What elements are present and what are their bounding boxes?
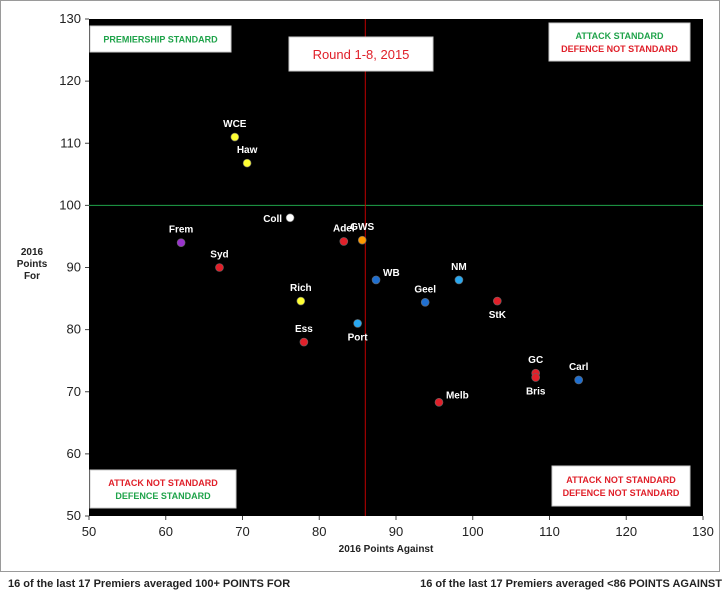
x-tick-label: 80 bbox=[312, 524, 326, 539]
data-point-ess bbox=[299, 337, 309, 347]
data-label-rich: Rich bbox=[290, 283, 312, 294]
y-axis-title-line3: For bbox=[24, 271, 40, 282]
data-label-stk: StK bbox=[489, 310, 507, 321]
y-axis-title-line1: 2016 bbox=[21, 247, 44, 258]
chart-frame: 50 60 70 80 90 100 110 120 130 50 60 70 80 90 100 110 12… bbox=[0, 0, 720, 572]
annotation-top-right bbox=[548, 22, 691, 62]
x-tick-label: 110 bbox=[539, 524, 560, 539]
data-point-syd bbox=[215, 263, 224, 272]
x-tick-label: 90 bbox=[389, 524, 403, 539]
data-label-bris: Bris bbox=[526, 386, 546, 397]
data-label-frem: Frem bbox=[169, 225, 194, 236]
data-label-syd: Syd bbox=[210, 250, 228, 261]
data-label-coll: Coll bbox=[263, 214, 282, 225]
x-axis-title: 2016 Points Against bbox=[339, 544, 434, 555]
data-label-gws: GWS bbox=[350, 222, 374, 233]
annotation-top-right-text: ATTACK STANDARD bbox=[576, 31, 664, 41]
y-tick-label: 120 bbox=[59, 73, 81, 88]
data-label-geel: Geel bbox=[414, 284, 436, 295]
data-point-stk bbox=[493, 296, 502, 306]
data-point-rich bbox=[296, 296, 306, 306]
x-tick-label: 60 bbox=[159, 524, 173, 539]
y-tick-label: 90 bbox=[67, 260, 81, 275]
annotation-bottom-left bbox=[89, 469, 237, 509]
x-tick-label: 120 bbox=[615, 524, 637, 539]
y-tick-label: 60 bbox=[67, 446, 81, 461]
data-label-ess: Ess bbox=[295, 324, 313, 335]
x-tick-label: 50 bbox=[82, 524, 96, 539]
x-tick-label: 100 bbox=[462, 524, 484, 539]
y-tick-label: 80 bbox=[67, 322, 81, 337]
y-tick-label: 110 bbox=[60, 135, 81, 150]
y-tick-label: 100 bbox=[59, 197, 81, 212]
data-label-haw: Haw bbox=[237, 145, 258, 156]
data-point-geel bbox=[420, 297, 430, 307]
data-label-adel: Adel bbox=[333, 223, 355, 234]
data-point-wb bbox=[371, 275, 381, 285]
annotation-premiership-standard-text: PREMIERSHIP STANDARD bbox=[103, 35, 218, 45]
annotation-premiership-standard bbox=[89, 25, 232, 53]
x-tick-label: 70 bbox=[235, 524, 249, 539]
annotation-bottom-left-text: DEFENCE STANDARD bbox=[115, 491, 211, 501]
data-label-gc: GC bbox=[528, 355, 543, 366]
annotation-bottom-right-text: ATTACK NOT STANDARD bbox=[566, 475, 676, 485]
y-axis-title-line2: Points bbox=[17, 259, 48, 270]
data-point-frem bbox=[176, 238, 186, 247]
data-label-nm: NM bbox=[451, 262, 467, 273]
round-label-box bbox=[288, 36, 434, 72]
data-point-wce bbox=[230, 132, 240, 142]
annotation-top-right-text: DEFENCE NOT STANDARD bbox=[561, 44, 678, 54]
x-tick-label: 130 bbox=[692, 524, 714, 539]
data-label-melb: Melb bbox=[446, 390, 469, 401]
round-label: Round 1-8, 2015 bbox=[313, 47, 410, 62]
footer-note-points-against: 16 of the last 17 Premiers averaged <86 … bbox=[420, 578, 722, 590]
data-point-haw bbox=[242, 158, 252, 168]
data-label-carl: Carl bbox=[569, 362, 589, 373]
data-point-bris bbox=[531, 373, 540, 382]
data-label-wce: WCE bbox=[223, 119, 247, 130]
data-point-adel bbox=[339, 237, 349, 246]
annotation-bottom-left-text: ATTACK NOT STANDARD bbox=[108, 478, 218, 488]
plot-area bbox=[89, 19, 703, 516]
footer-note-points-for: 16 of the last 17 Premiers averaged 100+… bbox=[8, 578, 291, 590]
data-point-nm bbox=[454, 275, 464, 285]
data-point-melb bbox=[434, 398, 444, 407]
data-point-carl bbox=[574, 375, 583, 385]
annotation-bottom-right bbox=[551, 465, 691, 507]
y-tick-label: 70 bbox=[67, 384, 81, 399]
data-point-port bbox=[353, 319, 362, 328]
data-point-coll bbox=[285, 213, 295, 223]
annotation-bottom-right-text: DEFENCE NOT STANDARD bbox=[563, 488, 680, 498]
data-point-gws bbox=[357, 235, 367, 245]
y-tick-label: 130 bbox=[59, 11, 81, 26]
y-tick-label: 50 bbox=[67, 508, 81, 523]
scatter-chart: 50 60 70 80 90 100 110 120 130 50 60 70 80 90 100 110 12… bbox=[17, 11, 714, 555]
data-label-port: Port bbox=[348, 332, 369, 343]
data-label-wb: WB bbox=[383, 268, 400, 279]
